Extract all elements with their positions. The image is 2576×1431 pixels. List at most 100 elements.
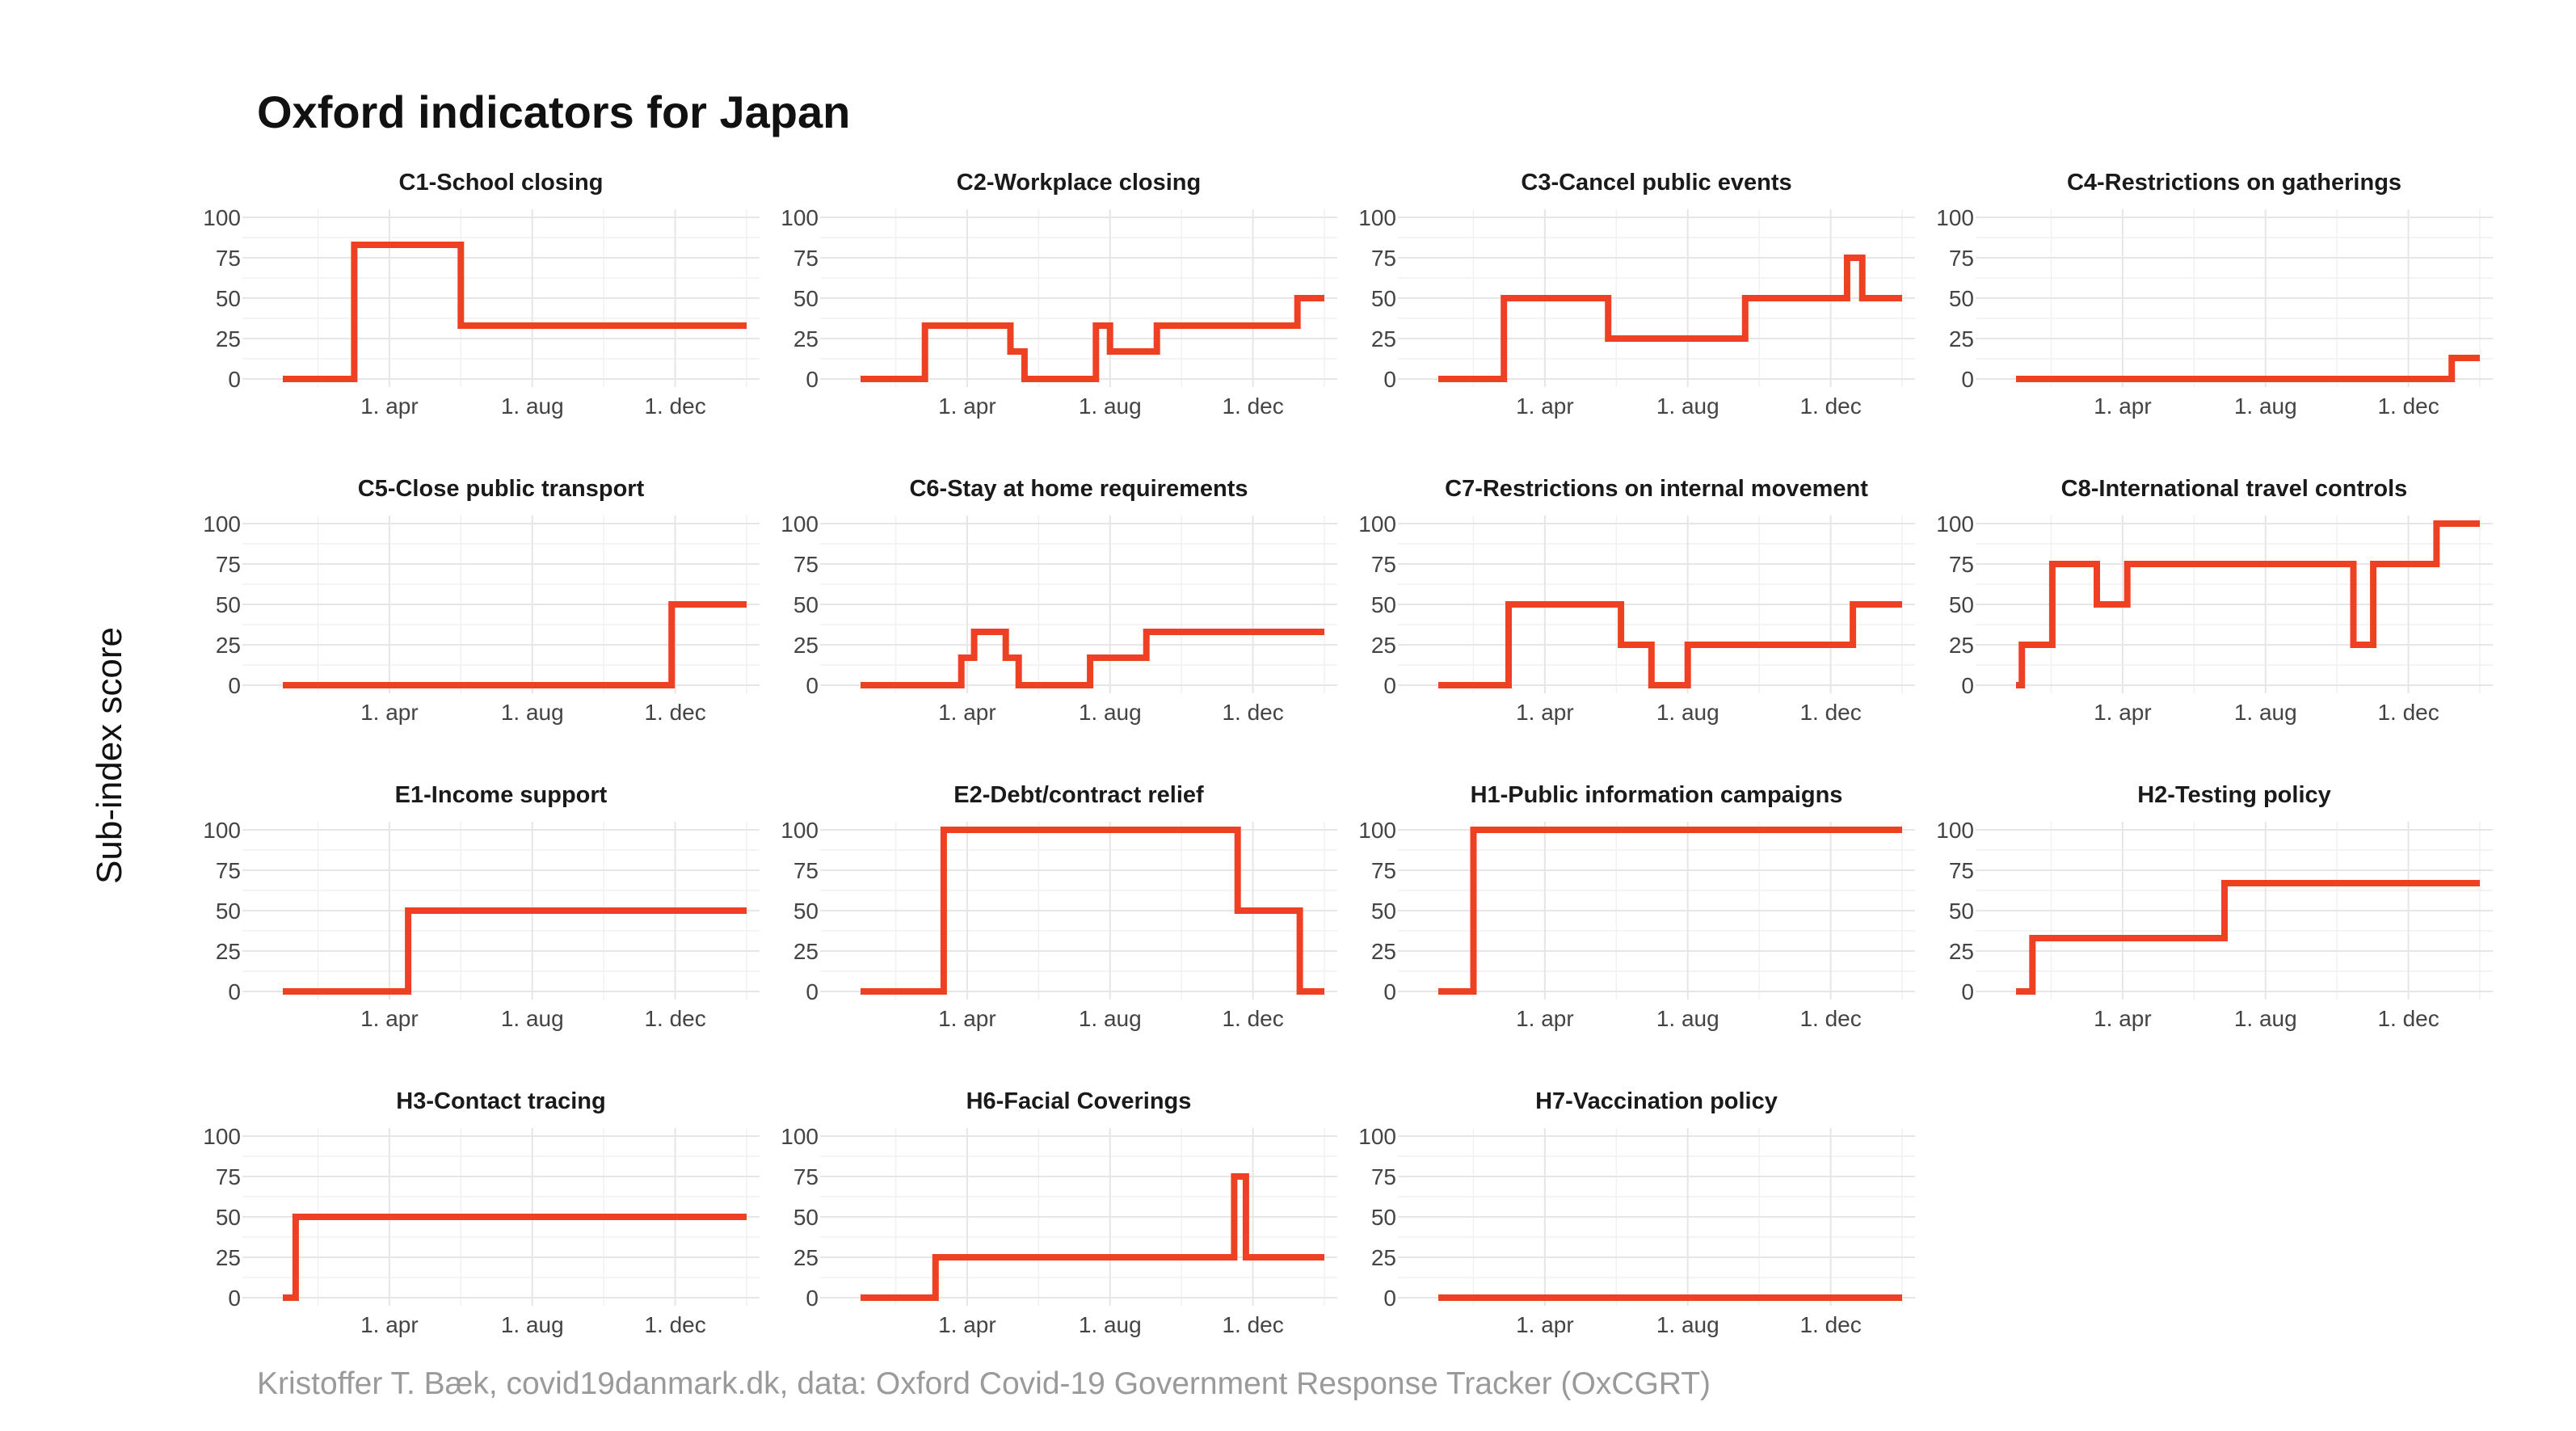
panel-h2-testing-policy-y-tick-label: 50 bbox=[1949, 899, 1974, 924]
panel-h3-contact-tracing-series-line bbox=[283, 1214, 747, 1301]
panel-h1-public-information-campaigns-y-tick-label: 50 bbox=[1371, 899, 1396, 924]
panel-c6-stay-at-home-requirements-y-tick-label: 25 bbox=[793, 633, 819, 658]
panel-h3-contact-tracing-title: H3-Contact tracing bbox=[396, 1088, 605, 1114]
panel-e2-debt-contract-relief-y-tick-label: 0 bbox=[806, 979, 819, 1004]
panel-c3-cancel-public-events-y-tick-label: 25 bbox=[1371, 326, 1396, 351]
panel-c3-cancel-public-events-x-tick-label: 1. dec bbox=[1799, 394, 1861, 419]
panel-e1-income-support-y-tick-label: 25 bbox=[216, 939, 241, 964]
panel-c7-restrictions-on-internal-movement-x-tick-label: 1. apr bbox=[1516, 700, 1574, 725]
panel-c5-close-public-transport-y-tick-label: 50 bbox=[216, 592, 241, 617]
panel-c8-international-travel-controls-y-tick-label: 25 bbox=[1949, 633, 1974, 658]
panel-c5-close-public-transport-y-tick-label: 100 bbox=[203, 511, 241, 537]
panel-e1-income-support-x-tick-label: 1. aug bbox=[501, 1006, 564, 1031]
panel-h3-contact-tracing-y-tick-label: 50 bbox=[216, 1205, 241, 1230]
panels-grid: 0 25 50 75 100 1. apr 1. aug 1. dec C1-School cl… bbox=[203, 170, 2493, 1337]
panel-h3-contact-tracing-x-tick-label: 1. apr bbox=[360, 1312, 419, 1337]
panel-e2-debt-contract-relief-y-tick-label: 75 bbox=[793, 858, 819, 883]
panel-c6-stay-at-home-requirements: 0 25 50 75 100 1. apr 1. aug 1. dec C6-Stay at h… bbox=[781, 476, 1337, 725]
panel-h7-vaccination-policy-x-tick-label: 1. dec bbox=[1799, 1312, 1861, 1337]
panel-e2-debt-contract-relief-title: E2-Debt/contract relief bbox=[953, 782, 1204, 808]
panel-e1-income-support-series-line bbox=[283, 907, 747, 995]
panel-c3-cancel-public-events-y-tick-label: 50 bbox=[1371, 286, 1396, 311]
panel-h7-vaccination-policy-title: H7-Vaccination policy bbox=[1535, 1088, 1778, 1114]
panel-h1-public-information-campaigns-x-tick-label: 1. aug bbox=[1656, 1006, 1719, 1031]
panel-e2-debt-contract-relief-x-tick-label: 1. dec bbox=[1222, 1006, 1283, 1031]
panel-c1-school-closing-y-tick-label: 100 bbox=[203, 205, 241, 230]
panel-h1-public-information-campaigns-series-line bbox=[1438, 827, 1902, 995]
panel-c7-restrictions-on-internal-movement: 0 25 50 75 100 1. apr 1. aug 1. dec C7-Restricti… bbox=[1358, 476, 1915, 725]
panel-c6-stay-at-home-requirements-title: C6-Stay at home requirements bbox=[909, 476, 1248, 502]
panel-e1-income-support-y-tick-label: 75 bbox=[216, 858, 241, 883]
panel-h6-facial-coverings-x-tick-label: 1. aug bbox=[1079, 1312, 1142, 1337]
panel-h2-testing-policy-x-tick-label: 1. dec bbox=[2377, 1006, 2439, 1031]
panel-h2-testing-policy-x-tick-label: 1. apr bbox=[2094, 1006, 2152, 1031]
panel-h1-public-information-campaigns-x-tick-label: 1. dec bbox=[1799, 1006, 1861, 1031]
panel-c8-international-travel-controls-y-tick-label: 50 bbox=[1949, 592, 1974, 617]
panel-c2-workplace-closing-x-tick-label: 1. apr bbox=[938, 394, 996, 419]
panel-h3-contact-tracing: 0 25 50 75 100 1. apr 1. aug 1. dec H3-Contact t… bbox=[203, 1088, 760, 1337]
panel-h1-public-information-campaigns-y-tick-label: 75 bbox=[1371, 858, 1396, 883]
panel-c5-close-public-transport-series-line bbox=[283, 601, 747, 688]
chart-caption: Kristoffer T. Bæk, covid19danmark.dk, da… bbox=[257, 1366, 1711, 1401]
panel-c5-close-public-transport-x-tick-label: 1. aug bbox=[501, 700, 564, 725]
panel-e2-debt-contract-relief-x-tick-label: 1. aug bbox=[1079, 1006, 1142, 1031]
panel-e2-debt-contract-relief-y-tick-label: 25 bbox=[793, 939, 819, 964]
panel-c3-cancel-public-events: 0 25 50 75 100 1. apr 1. aug 1. dec C3-Cancel pu… bbox=[1358, 170, 1915, 419]
panel-c4-restrictions-on-gatherings-y-tick-label: 100 bbox=[1936, 205, 1974, 230]
panel-c3-cancel-public-events-x-tick-label: 1. apr bbox=[1516, 394, 1574, 419]
panel-h2-testing-policy-y-tick-label: 75 bbox=[1949, 858, 1974, 883]
panel-c3-cancel-public-events-series-line bbox=[1438, 255, 1902, 382]
panel-c4-restrictions-on-gatherings-x-tick-label: 1. aug bbox=[2234, 394, 2297, 419]
panel-h3-contact-tracing-x-tick-label: 1. dec bbox=[644, 1312, 705, 1337]
panel-h7-vaccination-policy-y-tick-label: 25 bbox=[1371, 1245, 1396, 1270]
panel-c6-stay-at-home-requirements-y-tick-label: 50 bbox=[793, 592, 819, 617]
panel-c1-school-closing-y-tick-label: 0 bbox=[228, 367, 241, 392]
panel-h7-vaccination-policy-y-tick-label: 50 bbox=[1371, 1205, 1396, 1230]
panel-c1-school-closing-x-tick-label: 1. apr bbox=[360, 394, 419, 419]
panel-c5-close-public-transport-x-tick-label: 1. dec bbox=[644, 700, 705, 725]
panel-h7-vaccination-policy: 0 25 50 75 100 1. apr 1. aug 1. dec H7-Vaccinati… bbox=[1358, 1088, 1915, 1337]
panel-c4-restrictions-on-gatherings-y-tick-label: 25 bbox=[1949, 326, 1974, 351]
panel-e1-income-support-y-tick-label: 100 bbox=[203, 818, 241, 843]
panel-c5-close-public-transport-title: C5-Close public transport bbox=[358, 476, 645, 502]
panel-c8-international-travel-controls: 0 25 50 75 100 1. apr 1. aug 1. dec C8-Internati… bbox=[1936, 476, 2493, 725]
panel-c3-cancel-public-events-y-tick-label: 100 bbox=[1358, 205, 1396, 230]
panel-c3-cancel-public-events-title: C3-Cancel public events bbox=[1521, 170, 1791, 196]
panel-h7-vaccination-policy-y-tick-label: 0 bbox=[1383, 1286, 1396, 1311]
panel-h1-public-information-campaigns-y-tick-label: 100 bbox=[1358, 818, 1396, 843]
panel-e1-income-support-x-tick-label: 1. dec bbox=[644, 1006, 705, 1031]
panel-h2-testing-policy-y-tick-label: 100 bbox=[1936, 818, 1974, 843]
panel-c7-restrictions-on-internal-movement-series-line bbox=[1438, 601, 1902, 688]
panel-h3-contact-tracing-y-tick-label: 75 bbox=[216, 1164, 241, 1189]
panel-c8-international-travel-controls-x-tick-label: 1. aug bbox=[2234, 700, 2297, 725]
panel-c5-close-public-transport-y-tick-label: 25 bbox=[216, 633, 241, 658]
panel-c7-restrictions-on-internal-movement-y-tick-label: 75 bbox=[1371, 552, 1396, 577]
panel-c6-stay-at-home-requirements-y-tick-label: 75 bbox=[793, 552, 819, 577]
panel-c4-restrictions-on-gatherings: 0 25 50 75 100 1. apr 1. aug 1. dec C4-Restricti… bbox=[1936, 170, 2493, 419]
panel-e2-debt-contract-relief-y-tick-label: 100 bbox=[781, 818, 819, 843]
panel-c8-international-travel-controls-series-line bbox=[2016, 520, 2480, 688]
panel-h6-facial-coverings-y-tick-label: 75 bbox=[793, 1164, 819, 1189]
panel-e2-debt-contract-relief-series-line bbox=[861, 827, 1324, 995]
panel-h6-facial-coverings-y-tick-label: 25 bbox=[793, 1245, 819, 1270]
panel-c6-stay-at-home-requirements-x-tick-label: 1. aug bbox=[1079, 700, 1142, 725]
panel-h2-testing-policy-series-line bbox=[2016, 880, 2480, 995]
panel-c2-workplace-closing-y-tick-label: 75 bbox=[793, 246, 819, 271]
panel-e1-income-support: 0 25 50 75 100 1. apr 1. aug 1. dec E1-Income su… bbox=[203, 782, 760, 1031]
panel-h6-facial-coverings-y-tick-label: 100 bbox=[781, 1124, 819, 1149]
panel-h7-vaccination-policy-x-tick-label: 1. aug bbox=[1656, 1312, 1719, 1337]
panel-c4-restrictions-on-gatherings-title: C4-Restrictions on gatherings bbox=[2067, 170, 2401, 196]
panel-e1-income-support-y-tick-label: 50 bbox=[216, 899, 241, 924]
panel-h2-testing-policy-title: H2-Testing policy bbox=[2137, 782, 2331, 808]
panel-c2-workplace-closing-x-tick-label: 1. dec bbox=[1222, 394, 1283, 419]
panel-c7-restrictions-on-internal-movement-y-tick-label: 25 bbox=[1371, 633, 1396, 658]
panel-c5-close-public-transport-y-tick-label: 0 bbox=[228, 673, 241, 698]
panel-h6-facial-coverings-y-tick-label: 50 bbox=[793, 1205, 819, 1230]
panel-c2-workplace-closing-y-tick-label: 50 bbox=[793, 286, 819, 311]
panel-c3-cancel-public-events-y-tick-label: 75 bbox=[1371, 246, 1396, 271]
panel-c8-international-travel-controls-y-tick-label: 75 bbox=[1949, 552, 1974, 577]
panel-h6-facial-coverings-x-tick-label: 1. dec bbox=[1222, 1312, 1283, 1337]
panel-c7-restrictions-on-internal-movement-x-tick-label: 1. aug bbox=[1656, 700, 1719, 725]
panel-c5-close-public-transport: 0 25 50 75 100 1. apr 1. aug 1. dec C5-Close pub… bbox=[203, 476, 760, 725]
panel-c8-international-travel-controls-y-tick-label: 100 bbox=[1936, 511, 1974, 537]
